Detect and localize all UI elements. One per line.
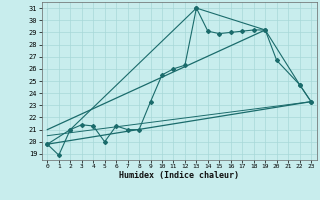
X-axis label: Humidex (Indice chaleur): Humidex (Indice chaleur) [119, 171, 239, 180]
